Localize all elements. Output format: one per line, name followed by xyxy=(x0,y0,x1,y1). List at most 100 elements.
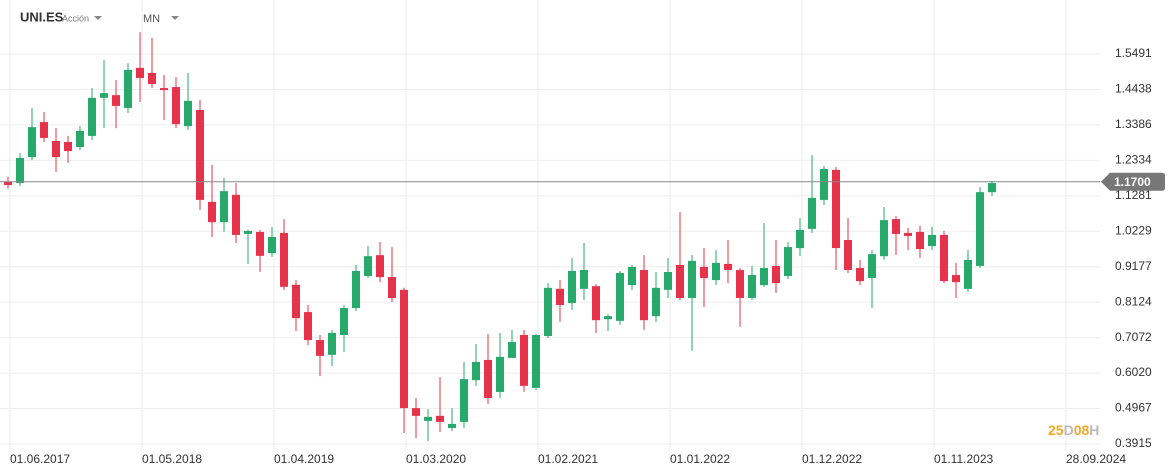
candle-body xyxy=(784,247,792,277)
countdown-days: 25 xyxy=(1048,422,1064,438)
candle-body xyxy=(664,272,672,290)
x-tick-label: 01.05.2018 xyxy=(142,452,202,466)
y-tick-label: 1.0229 xyxy=(1115,223,1152,237)
candle-body xyxy=(712,262,720,281)
candle-body xyxy=(256,231,264,256)
candle-body xyxy=(148,72,156,85)
candle-body xyxy=(280,232,288,287)
candle-body xyxy=(160,88,168,91)
candle-body xyxy=(352,270,360,309)
candle-body xyxy=(928,234,936,247)
y-tick-label: 0.3915 xyxy=(1115,436,1152,450)
dropdown-arrow[interactable] xyxy=(171,16,179,20)
y-tick-label: 1.1281 xyxy=(1115,188,1152,202)
candle-body xyxy=(184,100,192,127)
candle-body xyxy=(196,109,204,200)
x-tick-label: 01.01.2022 xyxy=(670,452,730,466)
candle-body xyxy=(676,264,684,298)
candle-body xyxy=(580,269,588,289)
y-tick-label: 0.4967 xyxy=(1115,401,1152,415)
candle-body xyxy=(100,93,108,98)
candle-body xyxy=(124,69,132,108)
countdown-hours-unit: H xyxy=(1089,422,1099,438)
candle-body xyxy=(472,361,480,381)
candle-body xyxy=(304,312,312,341)
candle-body xyxy=(28,127,36,158)
candle-body xyxy=(52,140,60,158)
candle-body xyxy=(112,95,120,106)
candle-body xyxy=(592,286,600,321)
candle-body xyxy=(916,231,924,250)
candle-body xyxy=(604,316,612,320)
candle-body xyxy=(220,191,228,223)
candle-body xyxy=(292,284,300,319)
candle-body xyxy=(460,379,468,422)
candle-body xyxy=(736,269,744,298)
candle-body xyxy=(388,277,396,298)
countdown: 25D08H xyxy=(1048,422,1099,438)
candle-body xyxy=(904,232,912,236)
candle-body xyxy=(508,342,516,358)
y-tick-label: 0.9177 xyxy=(1115,259,1152,273)
x-tick-label: 28.09.2024 xyxy=(1066,452,1126,466)
candle-body xyxy=(796,229,804,249)
timeframe[interactable]: MN xyxy=(143,13,160,25)
candle-body xyxy=(640,269,648,321)
candle-body xyxy=(700,266,708,279)
candle-body xyxy=(892,219,900,234)
candle-body xyxy=(328,332,336,355)
y-tick-label: 1.3386 xyxy=(1115,117,1152,131)
plot: 0.3915 0.4967 0.6020 0.7072 0.8124 0.9177 1.02… xyxy=(0,0,1165,466)
candle-body xyxy=(496,356,504,392)
candle-body xyxy=(544,287,552,337)
candle-body xyxy=(400,289,408,409)
candle-body xyxy=(232,194,240,235)
candle-body xyxy=(136,67,144,78)
candle-body xyxy=(748,275,756,298)
y-tick-label: 1.4438 xyxy=(1115,82,1152,96)
dropdown-arrow[interactable] xyxy=(94,16,102,20)
candle-body xyxy=(820,168,828,200)
candle-body xyxy=(760,267,768,286)
candle-body xyxy=(484,359,492,398)
candle-body xyxy=(652,287,660,317)
x-tick-label: 01.02.2021 xyxy=(538,452,598,466)
candle-body xyxy=(40,122,48,138)
candle-body xyxy=(316,340,324,356)
candle-body xyxy=(628,266,636,286)
candle-body xyxy=(856,267,864,282)
current-price-label: 1.1700 xyxy=(1114,175,1151,189)
candle-body xyxy=(832,169,840,249)
y-tick-label: 0.7072 xyxy=(1115,330,1152,344)
candle-body xyxy=(64,141,72,152)
asset-type: Acción xyxy=(62,13,89,23)
x-tick-label: 01.11.2023 xyxy=(934,452,993,466)
candle-body xyxy=(208,201,216,223)
candle-body xyxy=(724,263,732,270)
candle-body xyxy=(844,239,852,270)
x-tick-label: 01.04.2019 xyxy=(274,452,334,466)
candle-body xyxy=(988,183,996,193)
candle-body xyxy=(424,416,432,421)
y-tick-label: 0.8124 xyxy=(1115,294,1152,308)
x-tick-label: 01.06.2017 xyxy=(10,452,70,466)
candle-body xyxy=(556,288,564,306)
candle-body xyxy=(364,256,372,277)
candle-body xyxy=(568,270,576,303)
symbol[interactable]: UNI.ES xyxy=(20,9,64,24)
current-price-tag xyxy=(1101,172,1165,191)
candle-body xyxy=(268,236,276,254)
candle-body xyxy=(940,234,948,282)
candle-body xyxy=(412,408,420,416)
candle-body xyxy=(772,265,780,284)
candle-body xyxy=(616,273,624,321)
x-tick-label: 01.12.2022 xyxy=(802,452,862,466)
candle-body xyxy=(952,275,960,283)
x-tick-label: 01.03.2020 xyxy=(406,452,466,466)
candle-body xyxy=(868,254,876,279)
y-tick-label: 0.6020 xyxy=(1115,365,1152,379)
candle-body xyxy=(436,415,444,422)
candle-body xyxy=(688,260,696,298)
candle-body xyxy=(976,192,984,266)
candle-body xyxy=(808,197,816,229)
